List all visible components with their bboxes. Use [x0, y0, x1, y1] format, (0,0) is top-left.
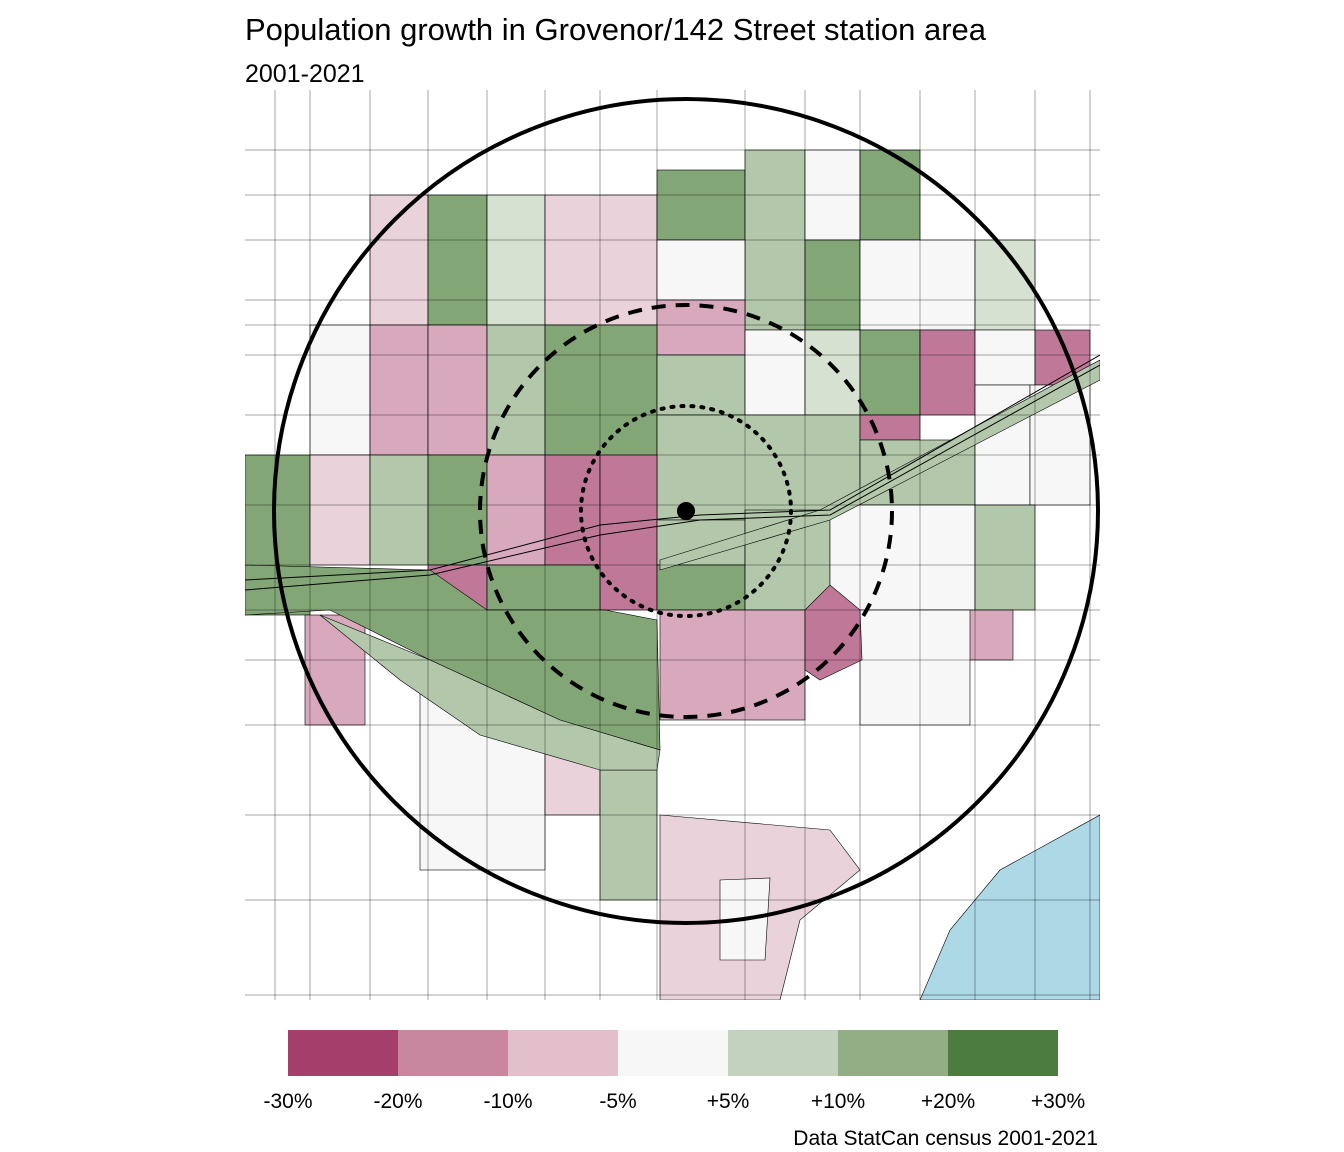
- block-light-green: [974, 504, 1036, 611]
- block-mid-pink: [659, 609, 806, 721]
- block-dark-pink: [859, 414, 921, 441]
- block-dark-pink: [544, 454, 601, 566]
- block-dark-pink: [919, 329, 976, 416]
- legend-swatch: [728, 1030, 838, 1076]
- block-light-green: [319, 614, 661, 771]
- legend-label: -30%: [263, 1090, 313, 1113]
- block-mid-green: [427, 194, 488, 326]
- legend-swatch: [618, 1030, 728, 1076]
- block-mid-green: [486, 564, 601, 611]
- block-pale-green: [804, 329, 861, 416]
- block-water: [919, 814, 1100, 1000]
- legend-label: -20%: [373, 1090, 423, 1113]
- map-subtitle: 2001-2021: [245, 60, 365, 88]
- block-light-green: [599, 769, 658, 901]
- block-white: [859, 609, 971, 726]
- rail-line: [245, 354, 1100, 581]
- legend-label: +20%: [920, 1090, 976, 1113]
- legend-label: +10%: [810, 1090, 866, 1113]
- block-white: [974, 329, 1036, 386]
- legend-swatch: [838, 1030, 948, 1076]
- block-mid-green: [804, 239, 861, 331]
- outer-ring: [272, 97, 1100, 925]
- block-white: [309, 324, 371, 456]
- block-light-pink: [309, 454, 371, 566]
- block-white: [859, 239, 976, 331]
- block-white: [829, 504, 976, 611]
- block-mid-green: [656, 564, 746, 611]
- block-dark-pink: [804, 584, 863, 681]
- data-source-caption: Data StatCan census 2001-2021: [793, 1127, 1098, 1150]
- legend-swatch: [948, 1030, 1058, 1076]
- legend-label: -10%: [483, 1090, 533, 1113]
- block-light-green: [744, 509, 831, 611]
- block-mid-green: [656, 169, 746, 241]
- road-line: [245, 364, 1100, 591]
- map-title: Population growth in Grovenor/142 Street…: [245, 12, 987, 47]
- choropleth-map: [245, 90, 1100, 1000]
- station-point: [677, 502, 695, 520]
- block-mid-pink: [369, 324, 429, 456]
- legend-swatch: [288, 1030, 398, 1076]
- street-lines: [245, 90, 1100, 1000]
- block-white: [656, 239, 746, 301]
- block-dark-pink: [599, 454, 658, 611]
- block-mid-green: [427, 454, 488, 566]
- block-mid-pink: [486, 454, 546, 566]
- block-light-green: [369, 454, 429, 566]
- block-white: [744, 329, 806, 416]
- station-rings: [272, 97, 1100, 925]
- legend-swatch: [398, 1030, 508, 1076]
- legend-colorbar: [288, 1030, 1058, 1076]
- block-white: [804, 149, 861, 241]
- inner-ring: [579, 404, 793, 618]
- legend-label: +30%: [1030, 1090, 1086, 1113]
- block-mid-pink: [427, 324, 488, 456]
- middle-ring: [478, 303, 894, 719]
- legend-label: +5%: [706, 1090, 750, 1113]
- block-pale-green: [974, 239, 1036, 331]
- block-mid-green: [859, 329, 921, 416]
- block-pale-green: [486, 194, 546, 326]
- census-blocks: [245, 149, 1100, 1000]
- legend-label: -5%: [599, 1090, 637, 1113]
- block-light-pink: [544, 194, 658, 326]
- legend-swatch: [508, 1030, 618, 1076]
- block-mid-green: [544, 324, 658, 461]
